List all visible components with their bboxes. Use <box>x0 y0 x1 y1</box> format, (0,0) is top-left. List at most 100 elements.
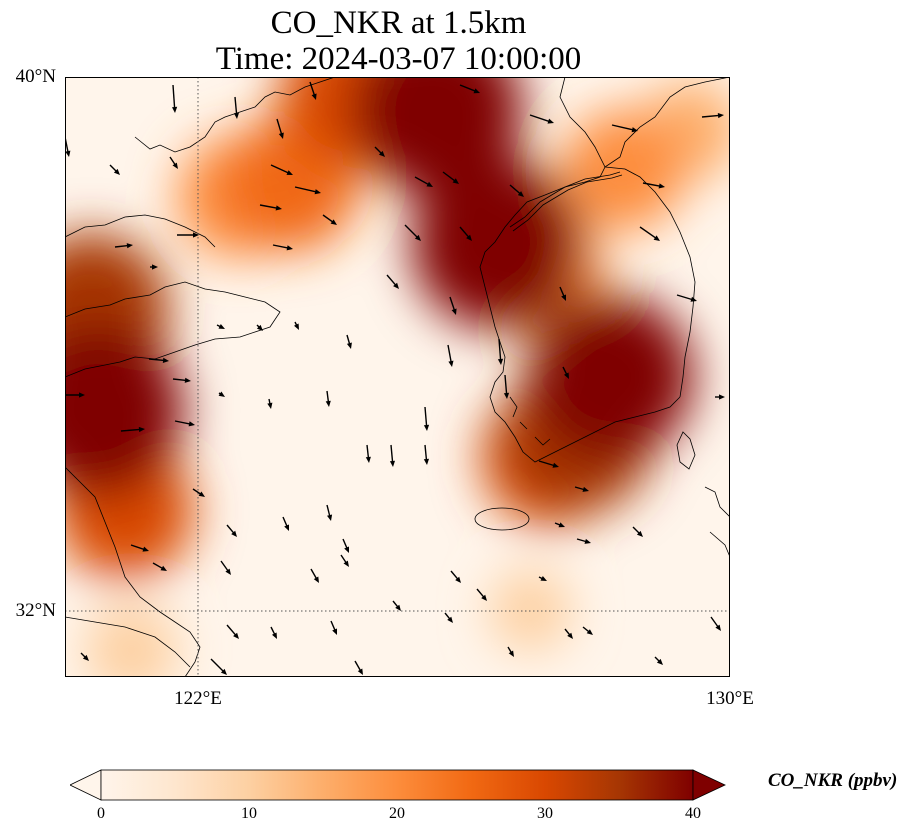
wind-vector-head <box>584 538 591 544</box>
wind-vector-head <box>231 530 237 537</box>
wind-vector <box>424 406 428 428</box>
wind-vector-head <box>395 604 401 611</box>
wind-vector-head <box>218 391 225 397</box>
wind-vector <box>459 226 471 239</box>
wind-vector-head <box>152 264 158 270</box>
wind-vector-head <box>447 616 453 623</box>
map-subtitle: Time: 2024-03-07 10:00:00 <box>215 41 582 77</box>
wind-vector-head <box>466 234 472 241</box>
wind-vector-head <box>267 402 273 409</box>
coastline-korea-east <box>604 166 696 398</box>
wind-vector-head <box>497 358 504 365</box>
wind-vector-head <box>233 632 239 639</box>
wind-vector-head <box>508 650 514 657</box>
colorbar-tick-10: 10 <box>241 805 257 822</box>
wind-vector-head <box>378 150 385 157</box>
wind-vector <box>309 81 316 97</box>
wind-vector <box>294 186 318 193</box>
wind-vector-head <box>564 372 569 379</box>
wind-vector-head <box>286 170 293 175</box>
wind-vector-head <box>658 183 665 189</box>
wind-vector-head <box>65 150 71 157</box>
wind-vector-head <box>160 565 167 571</box>
wind-vector-head <box>540 576 547 581</box>
wind-vector-head <box>582 486 589 492</box>
wind-vector-head <box>193 232 199 238</box>
colorbar-tick-0: 0 <box>97 805 105 822</box>
wind-vector-head <box>272 632 277 639</box>
coastline-shandong <box>65 281 281 378</box>
lon-label-130e: 130°E <box>706 688 754 709</box>
wind-vector-head <box>656 658 663 665</box>
wind-vector-head <box>503 392 510 399</box>
map-border <box>65 77 730 677</box>
wind-vector-head <box>233 112 239 119</box>
colorbar-label: CO_NKR (ppbv) <box>768 770 898 791</box>
wind-vector-head <box>547 118 554 124</box>
wind-vector-head <box>311 93 317 100</box>
wind-vector-head <box>561 294 566 301</box>
wind-vector <box>424 444 428 462</box>
colorbar-tick-40: 40 <box>685 805 701 822</box>
colorbar-extend-max <box>692 769 726 801</box>
wind-vector-head <box>552 462 559 468</box>
wind-vector-head <box>558 522 565 528</box>
wind-vector-head <box>327 514 333 521</box>
wind-vector-head <box>284 524 289 531</box>
coastline-yangtze <box>65 616 191 668</box>
wind-vector <box>390 444 394 464</box>
wind-vector-head <box>423 458 429 465</box>
wind-vector <box>459 84 477 93</box>
wind-vector-head <box>162 357 169 363</box>
map-title: CO_NKR at 1.5km <box>270 5 527 41</box>
wind-vector <box>174 420 192 425</box>
wind-vector-head <box>451 308 457 315</box>
wind-vector <box>386 274 398 287</box>
wind-vector <box>701 114 721 118</box>
wind-vector-head <box>325 400 331 407</box>
border-dmz <box>509 171 621 228</box>
wind-vector-head <box>172 162 178 169</box>
wind-vector-head <box>313 576 319 583</box>
wind-vector-head <box>567 632 573 639</box>
wind-vector-head <box>473 88 480 94</box>
wind-vector-head <box>393 282 399 289</box>
wind-vector-head <box>448 360 454 367</box>
wind-vector <box>538 460 556 467</box>
wind-vector-head <box>586 629 593 635</box>
wind-vector-head <box>294 323 299 330</box>
lat-label-40n: 40°N <box>15 66 56 87</box>
wind-vector-head <box>719 394 725 400</box>
wind-vector <box>234 96 238 116</box>
wind-vector <box>148 358 166 362</box>
co-hotspot <box>411 157 584 330</box>
wind-vector-head <box>357 668 363 675</box>
wind-vector-head <box>184 377 191 383</box>
wind-vector <box>639 226 658 240</box>
wind-vector <box>120 428 142 432</box>
wind-vector-head <box>517 191 524 197</box>
wind-vector-head <box>332 628 337 635</box>
wind-vector <box>276 118 283 136</box>
wind-vector <box>449 296 456 312</box>
wind-vector-head <box>452 178 459 184</box>
wind-vector-head <box>142 546 149 552</box>
co-hotspot <box>489 569 572 652</box>
wind-vector <box>529 114 551 123</box>
coastline-jeju <box>474 507 530 531</box>
coastline-kyushu <box>704 486 730 558</box>
map-plot[interactable] <box>65 77 730 677</box>
wind-vector-head <box>389 460 395 467</box>
colorbar-tick-30: 30 <box>537 805 553 822</box>
wind-vector-head <box>715 624 721 631</box>
wind-vector-head <box>330 219 337 225</box>
wind-vector <box>172 378 188 382</box>
wind-vector-head <box>423 424 430 431</box>
wind-vector-head <box>426 181 433 187</box>
wind-vector-head <box>717 113 724 119</box>
wind-vector-head <box>278 132 284 139</box>
coastline-jiangsu <box>65 466 201 677</box>
wind-vector-head <box>126 243 133 249</box>
wind-vector <box>172 84 176 110</box>
co-hotspot <box>527 293 694 461</box>
